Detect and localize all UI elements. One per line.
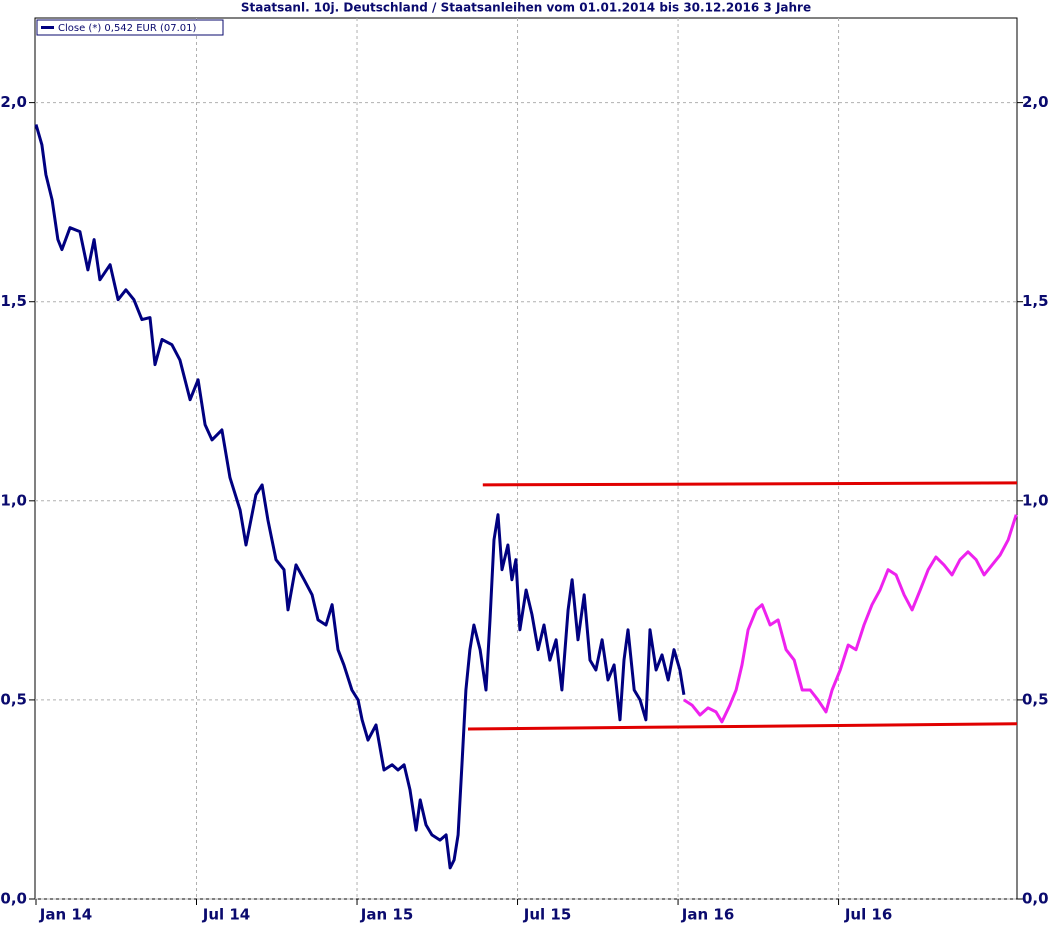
x-tick-label: Jul 15 [523, 906, 572, 924]
legend-label: Close (*) 0,542 EUR (07.01) [58, 23, 197, 34]
y2-tick-label: 0,5 [1022, 690, 1049, 708]
y-tick-label: 1,0 [0, 491, 27, 509]
legend: Close (*) 0,542 EUR (07.01) [36, 19, 224, 36]
y-tick-label: 0,0 [0, 890, 27, 908]
series-line [34, 124, 686, 870]
y-tick-label: 1,5 [0, 292, 27, 310]
x-tick-label: Jul 14 [202, 906, 251, 924]
x-tick-label: Jan 14 [39, 906, 92, 924]
legend-box [36, 19, 224, 36]
x-tick-label: Jan 16 [681, 906, 734, 924]
plot-frame [34, 17, 1018, 900]
y-tick-label: 0,5 [0, 690, 27, 708]
y2-tick-label: 1,5 [1022, 292, 1049, 310]
grid [35, 18, 1017, 900]
series-line [482, 481, 1018, 487]
series-line [683, 514, 1018, 724]
x-tick-label: Jan 15 [360, 906, 413, 924]
x-tick-label: Jul 16 [844, 906, 893, 924]
y2-tick-label: 2,0 [1022, 93, 1049, 111]
y-tick-label: 2,0 [0, 93, 27, 111]
series-line [467, 722, 1018, 731]
y2-tick-label: 1,0 [1022, 491, 1049, 509]
y2-tick-label: 0,0 [1022, 890, 1049, 908]
chart-title: Staatsanl. 10j. Deutschland / Staatsanle… [241, 1, 811, 15]
